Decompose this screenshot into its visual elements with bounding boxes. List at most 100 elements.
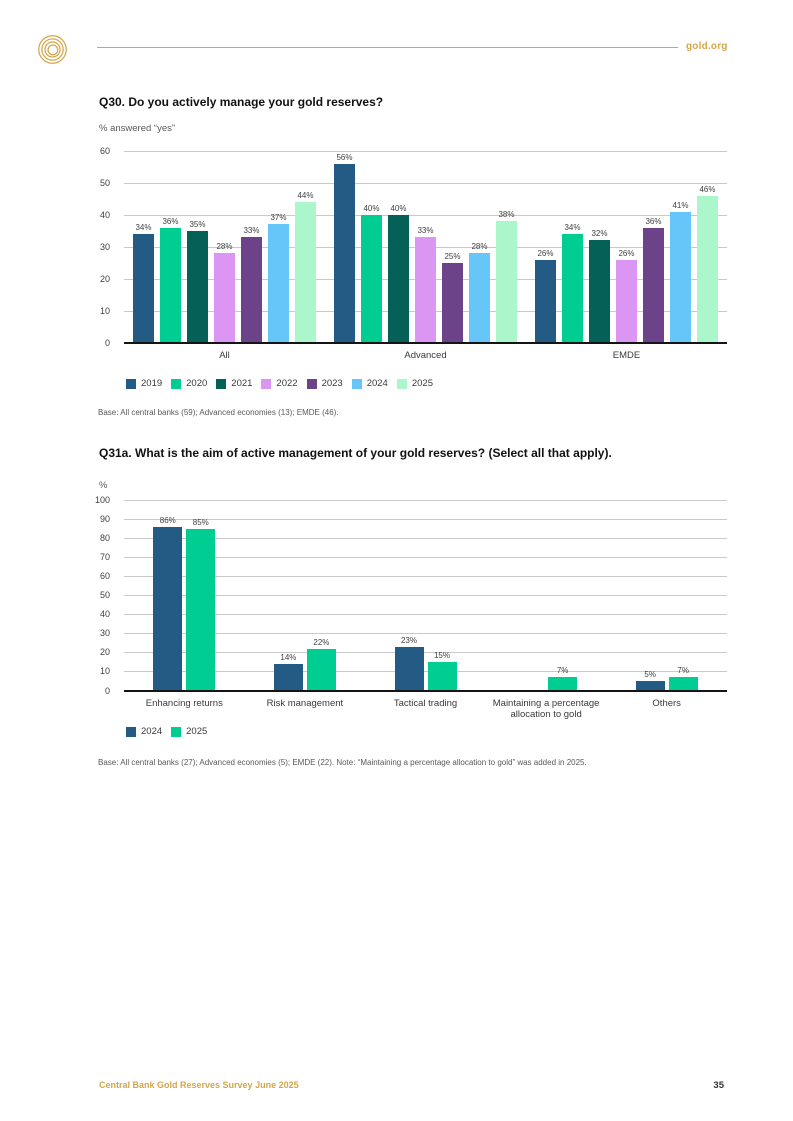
- bar-2025: [427, 661, 457, 691]
- bar-2023: [643, 227, 664, 343]
- gridline: [124, 633, 727, 635]
- bar-2021: [388, 214, 409, 343]
- y-tick-label: 60: [99, 571, 110, 582]
- bar-2020: [160, 227, 181, 343]
- bar-2024: [153, 526, 183, 691]
- y-tick-label: 60: [99, 146, 110, 156]
- legend-item-2020: 2020: [171, 378, 207, 389]
- bar-2024: [670, 211, 691, 343]
- header-rule: [97, 47, 678, 48]
- gridline: [124, 214, 727, 216]
- y-tick-label: 10: [99, 666, 110, 677]
- bar-2025: [295, 202, 316, 343]
- bar-value-label: 37%: [270, 213, 287, 223]
- y-tick-label: 50: [99, 590, 110, 601]
- category-label: Others: [652, 698, 681, 709]
- bar-2024: [394, 646, 424, 691]
- y-tick-label: 0: [104, 337, 110, 348]
- bar-value-label: 85%: [192, 517, 209, 527]
- bar-2019: [535, 259, 556, 343]
- bar-value-label: 5%: [644, 669, 656, 679]
- bar-value-label: 46%: [699, 184, 716, 194]
- bar-value-label: 86%: [159, 515, 176, 525]
- bar-2021: [187, 230, 208, 343]
- bar-2025: [186, 528, 216, 691]
- bar-2025: [306, 648, 336, 691]
- legend-swatch: [126, 726, 136, 737]
- y-tick-label: 80: [99, 533, 110, 544]
- bar-value-label: 7%: [556, 666, 569, 676]
- category-label: Tactical trading: [393, 698, 458, 709]
- bar-value-label: 26%: [537, 248, 554, 258]
- bar-2022: [616, 259, 637, 343]
- bar-2023: [442, 262, 463, 343]
- q31a-base-note: Base: All central banks (27); Advanced e…: [98, 758, 587, 767]
- legend-label: 2022: [276, 378, 298, 389]
- bar-2022: [415, 237, 436, 343]
- gridline: [124, 576, 727, 578]
- legend-swatch: [216, 378, 227, 389]
- bar-value-label: 28%: [216, 242, 233, 252]
- legend-swatch: [396, 378, 407, 389]
- bar-value-label: 23%: [400, 635, 417, 645]
- bar-value-label: 44%: [297, 191, 314, 201]
- category-label: Enhancing returns: [145, 698, 223, 709]
- bar-value-label: 26%: [618, 248, 635, 258]
- bar-value-label: 40%: [363, 203, 380, 213]
- legend-swatch: [126, 378, 136, 389]
- legend-swatch: [306, 378, 317, 389]
- bar-2020: [562, 233, 583, 343]
- legend-swatch: [351, 378, 362, 389]
- footer-document-title: Central Bank Gold Reserves Survey June 2…: [99, 1080, 299, 1090]
- gold-org-link[interactable]: gold.org: [686, 41, 728, 52]
- q30-y-axis-label: % answered “yes”: [99, 123, 176, 134]
- y-tick-label: 40: [99, 209, 110, 220]
- q31a-y-axis-label: %: [99, 480, 108, 491]
- y-tick-label: 70: [99, 552, 110, 563]
- legend-item-2025: 2025: [171, 726, 207, 737]
- bar-value-label: 22%: [313, 637, 330, 647]
- gridline: [124, 595, 727, 597]
- legend-item-2024: 2024: [126, 726, 162, 737]
- q31a-legend: 2024 2025: [126, 726, 207, 737]
- bar-2023: [241, 237, 262, 343]
- bar-value-label: 32%: [591, 229, 608, 239]
- bar-2025: [548, 677, 578, 691]
- bar-value-label: 36%: [645, 216, 662, 226]
- gridline: [124, 500, 727, 501]
- y-tick-label: 10: [99, 305, 110, 316]
- q30-legend: 2019 2020 2021 2022 2023 2024 2025: [126, 378, 433, 389]
- bar-value-label: 36%: [162, 216, 179, 226]
- q31a-bar-chart: 0 10 20 30 40 50 60 70 80 90 100 86% 85% Enhancing re…: [0, 490, 793, 721]
- bar-value-label: 15%: [433, 650, 450, 660]
- gridline: [124, 519, 727, 521]
- bar-value-label: 14%: [280, 652, 297, 662]
- legend-label: 2019: [141, 378, 163, 389]
- bar-value-label: 40%: [390, 203, 407, 213]
- y-tick-label: 20: [99, 273, 110, 284]
- bar-2024: [635, 680, 665, 691]
- bar-2024: [268, 224, 289, 343]
- gridline: [124, 182, 727, 184]
- y-tick-label: 50: [99, 177, 110, 188]
- y-tick-label: 0: [104, 685, 110, 696]
- bar-2025: [668, 677, 698, 691]
- bar-value-label: 38%: [498, 210, 515, 220]
- y-tick-label: 100: [94, 495, 110, 505]
- legend-label: 2021: [231, 378, 253, 389]
- legend-swatch: [171, 726, 182, 737]
- y-tick-label: 20: [99, 647, 110, 658]
- x-axis-line: [124, 341, 727, 344]
- category-label: Advanced: [404, 350, 447, 361]
- q31a-title: Q31a. What is the aim of active manageme…: [99, 446, 612, 460]
- category-label: Maintaining a percentage allocation to g…: [492, 698, 600, 721]
- bar-2022: [214, 253, 235, 343]
- y-tick-label: 40: [99, 609, 110, 620]
- bar-value-label: 35%: [189, 219, 206, 229]
- y-tick-label: 90: [99, 514, 110, 525]
- bar-value-label: 7%: [677, 666, 689, 676]
- legend-label: 2025: [186, 726, 208, 737]
- y-tick-label: 30: [99, 628, 110, 639]
- legend-item-2022: 2022: [261, 378, 298, 389]
- legend-label: 2024: [141, 726, 163, 737]
